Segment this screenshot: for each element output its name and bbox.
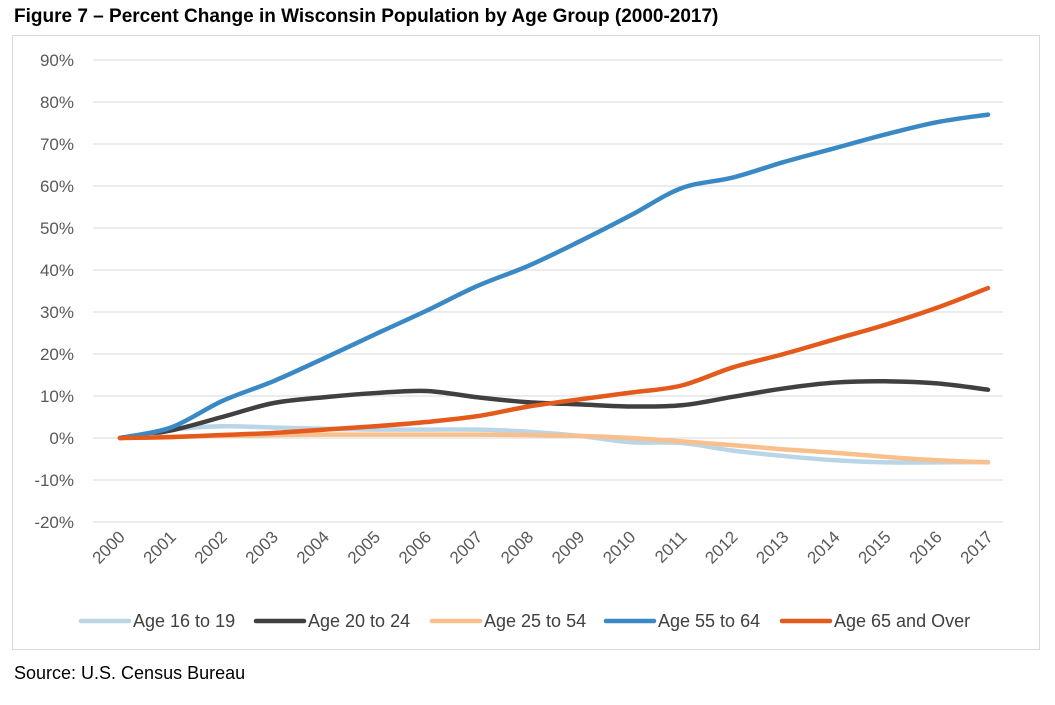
x-tick-label: 2012: [701, 527, 741, 567]
y-tick-label: 50%: [40, 219, 74, 238]
source-note: Source: U.S. Census Bureau: [14, 663, 246, 683]
legend-label: Age 16 to 19: [133, 611, 235, 631]
y-tick-label: 20%: [40, 345, 74, 364]
x-tick-label: 2013: [752, 527, 792, 567]
line-chart: 90% 80% 70% 60% 50% 40% 30% 20% 10% 0% -10% -20% 20…: [34, 51, 1003, 631]
series-line-1: [117, 423, 991, 465]
legend-label: Age 20 to 24: [308, 611, 410, 631]
x-tick-label: 2011: [651, 527, 690, 566]
chart-area: 90% 80% 70% 60% 50% 40% 30% 20% 10% 0% -10% -20% 20…: [12, 35, 1040, 650]
x-tick-label: 2015: [855, 527, 895, 567]
x-tick-label: 2006: [395, 527, 435, 567]
x-tick-label: 2017: [957, 527, 997, 567]
x-tick-label: 2009: [548, 527, 588, 567]
y-tick-label: 40%: [40, 261, 74, 280]
x-tick-label: 2014: [803, 527, 843, 567]
y-tick-label: 30%: [40, 303, 74, 322]
y-axis-ticks: 90% 80% 70% 60% 50% 40% 30% 20% 10% 0% -10% -20%: [34, 51, 74, 532]
y-tick-label: 70%: [40, 135, 74, 154]
x-tick-label: 2008: [497, 527, 537, 567]
gridlines: [93, 59, 1003, 523]
y-tick-label: 60%: [40, 177, 74, 196]
y-tick-label: -20%: [34, 513, 74, 532]
y-tick-label: 0%: [49, 429, 74, 448]
series-line-5: [117, 285, 991, 441]
legend-label: Age 55 to 64: [658, 611, 760, 631]
x-tick-label: 2005: [344, 527, 384, 567]
x-tick-label: 2001: [140, 527, 180, 567]
x-tick-label: 2002: [191, 527, 231, 567]
legend: Age 16 to 19 Age 20 to 24 Age 25 to 54 Age …: [78, 611, 970, 631]
legend-label: Age 25 to 54: [484, 611, 586, 631]
x-tick-label: 2016: [906, 527, 946, 567]
x-tick-label: 2000: [89, 527, 129, 567]
x-tick-label: 2010: [599, 527, 639, 567]
x-tick-label: 2007: [446, 527, 486, 567]
legend-label: Age 65 and Over: [834, 611, 970, 631]
y-tick-label: 90%: [40, 51, 74, 70]
x-axis-ticks: 2000 2001 2002 2003 2004 2005 2006 2007 2008 2009…: [89, 527, 997, 567]
series-line-3: [117, 432, 991, 465]
y-tick-label: 80%: [40, 93, 74, 112]
y-tick-label: 10%: [40, 387, 74, 406]
series-lines: [117, 112, 991, 465]
x-tick-label: 2003: [242, 527, 282, 567]
y-tick-label: -10%: [34, 471, 74, 490]
series-line-4: [117, 112, 991, 441]
figure-title: Figure 7 – Percent Change in Wisconsin P…: [14, 6, 719, 27]
x-tick-label: 2004: [293, 527, 333, 567]
